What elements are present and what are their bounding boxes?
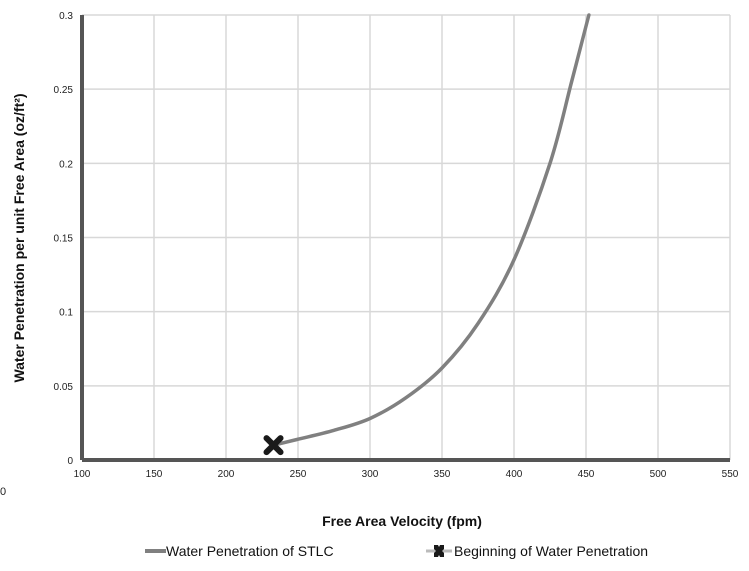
series-layer (263, 13, 591, 456)
legend-swatch-beginning-marker (434, 545, 444, 557)
y-tick-labels: 0 0.05 0.1 0.15 0.2 0.25 0.3 (54, 11, 74, 467)
y-axis-title: Water Penetration per unit Free Area (oz… (11, 93, 27, 382)
series-line-water-penetration-stlc (271, 13, 591, 447)
y-tick-label: 0.1 (59, 308, 73, 319)
x-tick-label: 400 (506, 469, 523, 480)
x-tick-labels: 100 150 200 250 300 350 400 450 500 550 (74, 469, 739, 480)
y-tick-label: 0 (67, 456, 73, 467)
y-tick-label: 0.15 (54, 234, 74, 245)
grid-lines (82, 14, 731, 460)
y-tick-label: 0.2 (59, 159, 73, 170)
y-tick-label: 0.3 (59, 11, 73, 22)
x-tick-label: 450 (578, 469, 595, 480)
legend-label-beginning: Beginning of Water Penetration (454, 543, 648, 559)
x-axis-title: Free Area Velocity (fpm) (322, 513, 482, 529)
axes (80, 15, 730, 462)
marker-stroke (263, 435, 284, 456)
legend-label-stlc: Water Penetration of STLC (166, 543, 334, 559)
x-tick-label: 550 (722, 469, 739, 480)
x-tick-label: 200 (218, 469, 235, 480)
x-tick-label: 500 (650, 469, 667, 480)
x-tick-label: 100 (74, 469, 91, 480)
x-tick-label: 150 (146, 469, 163, 480)
y-tick-label: 0.25 (54, 85, 74, 96)
x-tick-label: 350 (434, 469, 451, 480)
y-tick-label: 0.05 (54, 382, 74, 393)
marker-beginning-of-water-penetration (263, 435, 284, 456)
x-tick-label: 250 (290, 469, 307, 480)
x-tick-label: 300 (362, 469, 379, 480)
stray-label: 0 (0, 486, 6, 498)
legend: Water Penetration of STLC Beginning of W… (145, 543, 648, 559)
